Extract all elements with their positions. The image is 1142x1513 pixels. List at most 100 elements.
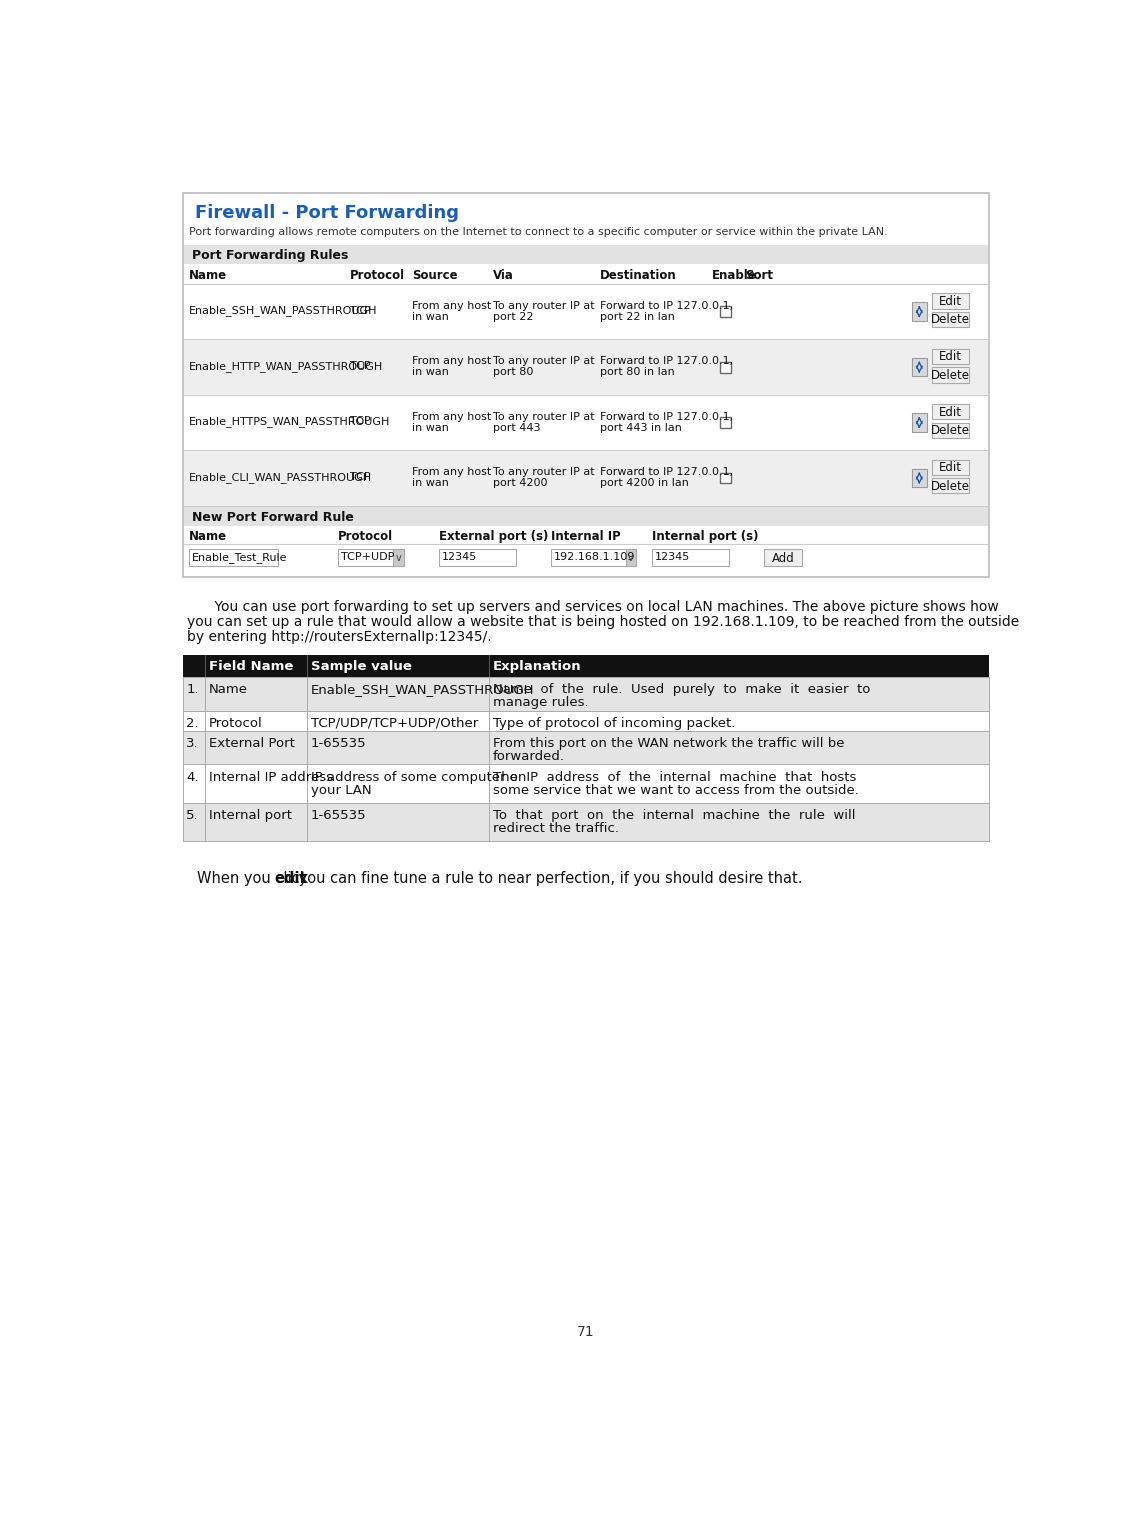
Bar xyxy=(184,395,988,451)
Text: Source: Source xyxy=(411,269,457,283)
Text: Explanation: Explanation xyxy=(493,660,581,673)
Text: port 4200: port 4200 xyxy=(493,478,547,489)
Text: Port forwarding allows remote computers on the Internet to connect to a specific: Port forwarding allows remote computers … xyxy=(190,227,888,238)
Text: v: v xyxy=(395,554,401,563)
Text: Firewall - Port Forwarding: Firewall - Port Forwarding xyxy=(195,204,459,222)
Text: port 4200 in lan: port 4200 in lan xyxy=(600,478,689,489)
Text: Edit: Edit xyxy=(939,461,962,474)
Text: Name: Name xyxy=(209,682,248,696)
Text: Edit: Edit xyxy=(939,295,962,307)
Bar xyxy=(911,303,927,321)
Text: Forward to IP 127.0.0.1,: Forward to IP 127.0.0.1, xyxy=(600,412,733,422)
Text: Internal port (s): Internal port (s) xyxy=(652,531,758,543)
Text: Port Forwarding Rules: Port Forwarding Rules xyxy=(192,250,348,262)
Text: Protocol: Protocol xyxy=(338,531,393,543)
Bar xyxy=(721,362,731,372)
Bar xyxy=(932,312,968,327)
Text: port 80 in lan: port 80 in lan xyxy=(600,368,675,377)
Text: Enable_SSH_WAN_PASSTHROUGH: Enable_SSH_WAN_PASSTHROUGH xyxy=(190,306,378,316)
Text: Sort: Sort xyxy=(745,269,773,283)
Bar xyxy=(393,549,404,566)
Text: 4.: 4. xyxy=(186,770,199,784)
Bar xyxy=(183,194,989,576)
Text: Enable: Enable xyxy=(713,269,757,283)
Bar xyxy=(183,655,989,676)
Bar xyxy=(184,507,988,525)
Bar xyxy=(721,418,731,428)
Text: in wan: in wan xyxy=(411,312,449,322)
Bar xyxy=(183,731,989,764)
Text: External Port: External Port xyxy=(209,737,295,750)
Text: your LAN: your LAN xyxy=(311,784,371,797)
Text: 5.: 5. xyxy=(186,809,199,822)
Bar xyxy=(184,339,988,395)
Bar xyxy=(183,676,989,711)
Bar xyxy=(184,451,988,505)
Text: From any host: From any host xyxy=(411,301,491,310)
Text: 1.: 1. xyxy=(186,682,199,696)
Bar xyxy=(721,472,731,483)
Text: Type of protocol of incoming packet.: Type of protocol of incoming packet. xyxy=(493,717,735,729)
Bar xyxy=(932,422,968,437)
Text: 12345: 12345 xyxy=(656,552,690,561)
Text: IP address of some computer on: IP address of some computer on xyxy=(311,770,526,784)
Text: 12345: 12345 xyxy=(442,552,477,561)
Text: Sample value: Sample value xyxy=(311,660,412,673)
Text: redirect the traffic.: redirect the traffic. xyxy=(493,822,619,835)
Text: Delete: Delete xyxy=(931,313,970,327)
Text: To any router IP at: To any router IP at xyxy=(493,301,595,310)
Text: TCP: TCP xyxy=(349,416,370,427)
Text: Enable_Test_Rule: Enable_Test_Rule xyxy=(192,552,288,563)
Text: From any host: From any host xyxy=(411,468,491,477)
Text: Internal IP address: Internal IP address xyxy=(209,770,332,784)
Text: New Port Forward Rule: New Port Forward Rule xyxy=(192,511,354,523)
Text: forwarded.: forwarded. xyxy=(493,750,565,763)
Bar xyxy=(932,294,968,309)
Text: Enable_SSH_WAN_PASSTHROUGH: Enable_SSH_WAN_PASSTHROUGH xyxy=(311,682,534,696)
Text: The  IP  address  of  the  internal  machine  that  hosts: The IP address of the internal machine t… xyxy=(493,770,856,784)
Text: External port (s): External port (s) xyxy=(439,531,548,543)
Bar xyxy=(932,368,968,383)
Bar xyxy=(183,711,989,731)
Text: Protocol: Protocol xyxy=(209,717,263,729)
Text: Edit: Edit xyxy=(939,350,962,363)
Text: Name: Name xyxy=(190,269,227,283)
Text: From any host: From any host xyxy=(411,412,491,422)
Bar xyxy=(338,549,404,566)
Text: edit: edit xyxy=(274,870,307,885)
Text: 3.: 3. xyxy=(186,737,199,750)
Bar xyxy=(183,803,989,841)
Text: Forward to IP 127.0.0.1,: Forward to IP 127.0.0.1, xyxy=(600,301,733,310)
Text: To any router IP at: To any router IP at xyxy=(493,468,595,477)
Text: in wan: in wan xyxy=(411,368,449,377)
Text: Forward to IP 127.0.0.1,: Forward to IP 127.0.0.1, xyxy=(600,357,733,366)
Text: Delete: Delete xyxy=(931,424,970,437)
Bar xyxy=(652,549,730,566)
Text: by entering http://routersExternalIp:12345/.: by entering http://routersExternalIp:123… xyxy=(187,631,491,645)
Text: Delete: Delete xyxy=(931,480,970,493)
Text: manage rules.: manage rules. xyxy=(493,696,588,710)
Text: Enable_HTTPS_WAN_PASSTHROUGH: Enable_HTTPS_WAN_PASSTHROUGH xyxy=(190,416,391,427)
Text: port 22: port 22 xyxy=(493,312,533,322)
Bar xyxy=(190,549,279,566)
Bar xyxy=(439,549,516,566)
Text: Enable_HTTP_WAN_PASSTHROUGH: Enable_HTTP_WAN_PASSTHROUGH xyxy=(190,362,384,372)
Text: When you click: When you click xyxy=(198,870,313,885)
Text: Add: Add xyxy=(772,552,795,564)
Text: 192.168.1.109: 192.168.1.109 xyxy=(554,552,636,561)
Text: some service that we want to access from the outside.: some service that we want to access from… xyxy=(493,784,859,797)
Text: Edit: Edit xyxy=(939,405,962,419)
Text: Protocol: Protocol xyxy=(349,269,404,283)
Text: Internal IP: Internal IP xyxy=(552,531,621,543)
Bar xyxy=(932,478,968,493)
Bar xyxy=(932,460,968,475)
Bar xyxy=(911,413,927,431)
Text: port 22 in lan: port 22 in lan xyxy=(600,312,675,322)
Text: v: v xyxy=(628,554,634,563)
Text: Name  of  the  rule.  Used  purely  to  make  it  easier  to: Name of the rule. Used purely to make it… xyxy=(493,682,870,696)
Text: you can fine tune a rule to near perfection, if you should desire that.: you can fine tune a rule to near perfect… xyxy=(293,870,803,885)
Text: TCP: TCP xyxy=(349,472,370,481)
Text: in wan: in wan xyxy=(411,422,449,433)
Bar xyxy=(721,306,731,318)
Text: port 443: port 443 xyxy=(493,422,540,433)
